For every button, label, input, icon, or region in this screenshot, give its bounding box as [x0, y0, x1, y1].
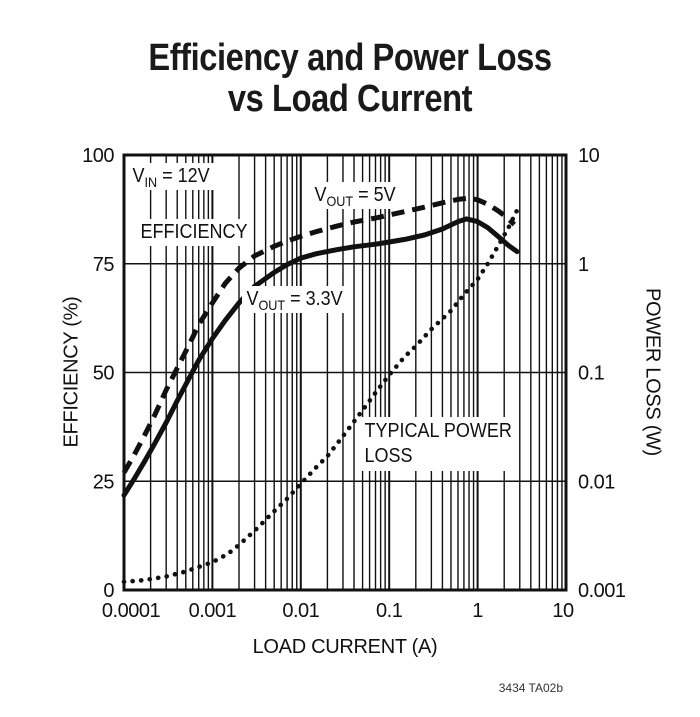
y-right-tick: 1 — [578, 254, 589, 276]
chart-title-line1: Efficiency and Power Loss — [148, 37, 552, 79]
efficiency-annotation: EFFICIENCY — [136, 219, 253, 246]
y-axis-left-title: EFFICIENCY (%) — [60, 296, 83, 448]
vout5-annotation: VOUT = 5V — [310, 182, 401, 209]
x-tick: 0.001 — [189, 600, 237, 622]
y-left-tick: 75 — [93, 254, 115, 276]
y-right-tick-labels: 10 1 0.1 0.01 0.001 — [578, 145, 626, 602]
vout33-value: = 3.3V — [285, 288, 343, 310]
x-tick: 0.1 — [376, 600, 403, 622]
y-axis-right-title: POWER LOSS (W) — [641, 287, 664, 457]
y-left-tick: 100 — [82, 145, 114, 167]
y-right-tick: 10 — [578, 145, 600, 167]
vout5-value: = 5V — [353, 184, 396, 206]
vin-subscript: IN — [144, 174, 158, 190]
curve-vout-5v — [121, 195, 517, 474]
curve-vout-3.3v — [121, 216, 520, 498]
y-right-tick: 0.1 — [578, 363, 605, 385]
vin-symbol: V — [132, 165, 145, 187]
y-left-tick-labels: 100 75 50 25 0 — [82, 145, 115, 602]
y-left-tick: 0 — [103, 580, 114, 602]
y-right-tick: 0.01 — [578, 471, 615, 493]
vin-condition-annotation: VIN = 12V — [128, 163, 215, 190]
x-tick: 0.01 — [282, 600, 319, 622]
vout5-subscript: OUT — [326, 193, 354, 209]
vout33-subscript: OUT — [258, 297, 286, 313]
typical-power-loss-line2: LOSS — [364, 445, 413, 467]
vout33-annotation: VOUT = 3.3V — [242, 286, 348, 313]
plot-frame — [122, 153, 568, 592]
typical-power-loss-annotation: TYPICAL POWER LOSS — [360, 417, 517, 471]
typical-power-loss-line1: TYPICAL POWER — [364, 420, 512, 442]
y-left-tick: 25 — [93, 471, 115, 493]
x-tick: 10 — [552, 600, 574, 622]
curve-typical-power-loss — [121, 205, 521, 585]
x-tick-labels: 0.0001 0.001 0.01 0.1 1 10 — [102, 600, 575, 622]
x-axis-title: LOAD CURRENT (A) — [252, 636, 438, 658]
chart-title-line2: vs Load Current — [227, 78, 473, 120]
x-tick: 0.0001 — [102, 600, 161, 622]
vin-value: = 12V — [157, 165, 210, 187]
y-right-tick: 0.001 — [578, 580, 626, 602]
vout33-symbol: V — [246, 288, 259, 310]
x-tick: 1 — [472, 600, 483, 622]
figure-reference: 3434 TA02b — [498, 681, 563, 695]
chart-title: Efficiency and Power Loss vs Load Curren… — [49, 38, 651, 120]
y-left-tick: 50 — [93, 363, 115, 385]
vout5-symbol: V — [314, 184, 327, 206]
